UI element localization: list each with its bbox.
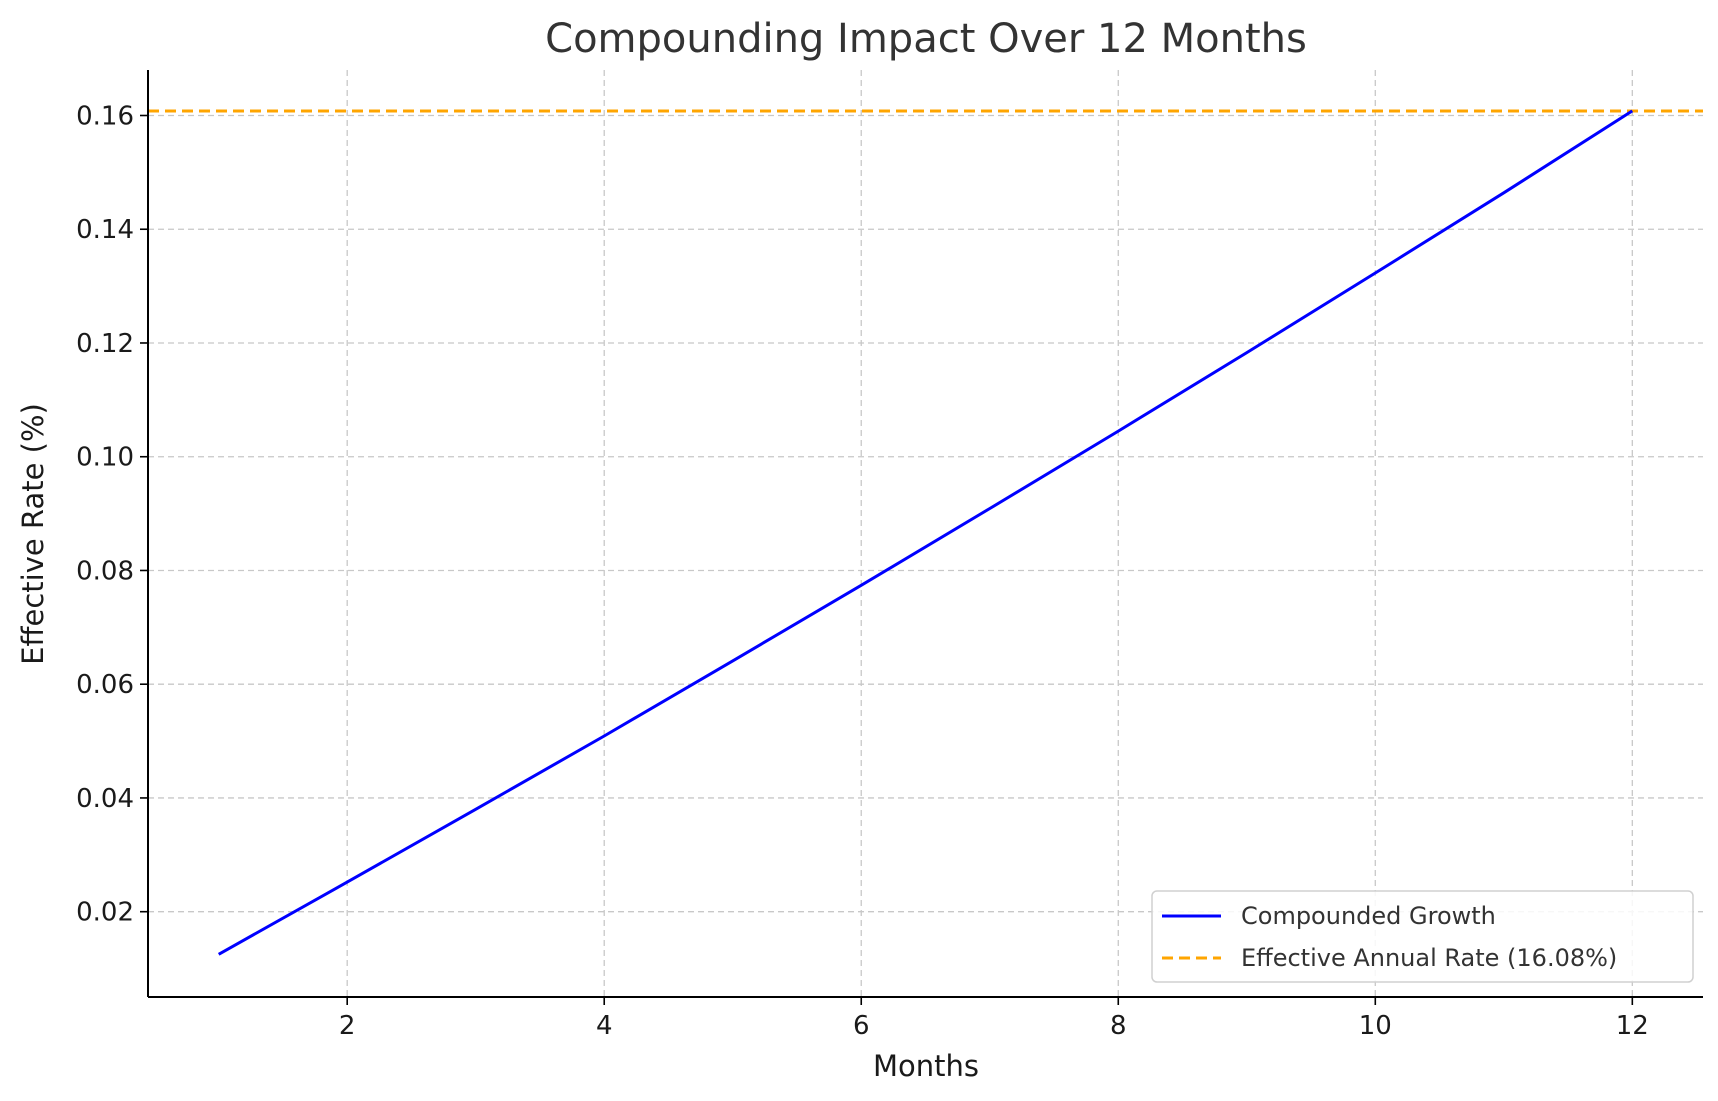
x-tick-label: 12 (1616, 1011, 1649, 1041)
x-tick-label: 6 (853, 1011, 870, 1041)
legend-label: Effective Annual Rate (16.08%) (1241, 944, 1617, 972)
x-tick-label: 4 (596, 1011, 613, 1041)
y-axis-title: Effective Rate (%) (16, 403, 50, 665)
y-tick-label: 0.06 (76, 670, 134, 700)
legend-label: Compounded Growth (1241, 902, 1496, 930)
chart-title: Compounding Impact Over 12 Months (545, 16, 1307, 62)
x-axis-title: Months (873, 1049, 979, 1083)
y-tick-label: 0.16 (76, 101, 134, 131)
ticks: 2 4 6 8 10 12 0.02 0.04 0.06 0.08 0.10 0.12 0.14 0.16 (76, 101, 1649, 1041)
legend-box (1151, 890, 1694, 983)
x-tick-label: 10 (1359, 1011, 1392, 1041)
series-line (217, 109, 1634, 956)
series-layer (148, 109, 1703, 956)
y-tick-label: 0.12 (76, 329, 134, 359)
y-tick-label: 0.10 (76, 443, 134, 473)
axes (147, 70, 1703, 998)
y-tick-label: 0.08 (76, 556, 134, 586)
x-tick-label: 2 (339, 1011, 356, 1041)
y-tick-label: 0.04 (76, 784, 134, 814)
y-tick-label: 0.02 (76, 898, 134, 928)
legend: Compounded Growth Effective Annual Rate (… (1151, 890, 1694, 983)
y-tick-label: 0.14 (76, 215, 134, 245)
x-tick-label: 8 (1110, 1011, 1127, 1041)
